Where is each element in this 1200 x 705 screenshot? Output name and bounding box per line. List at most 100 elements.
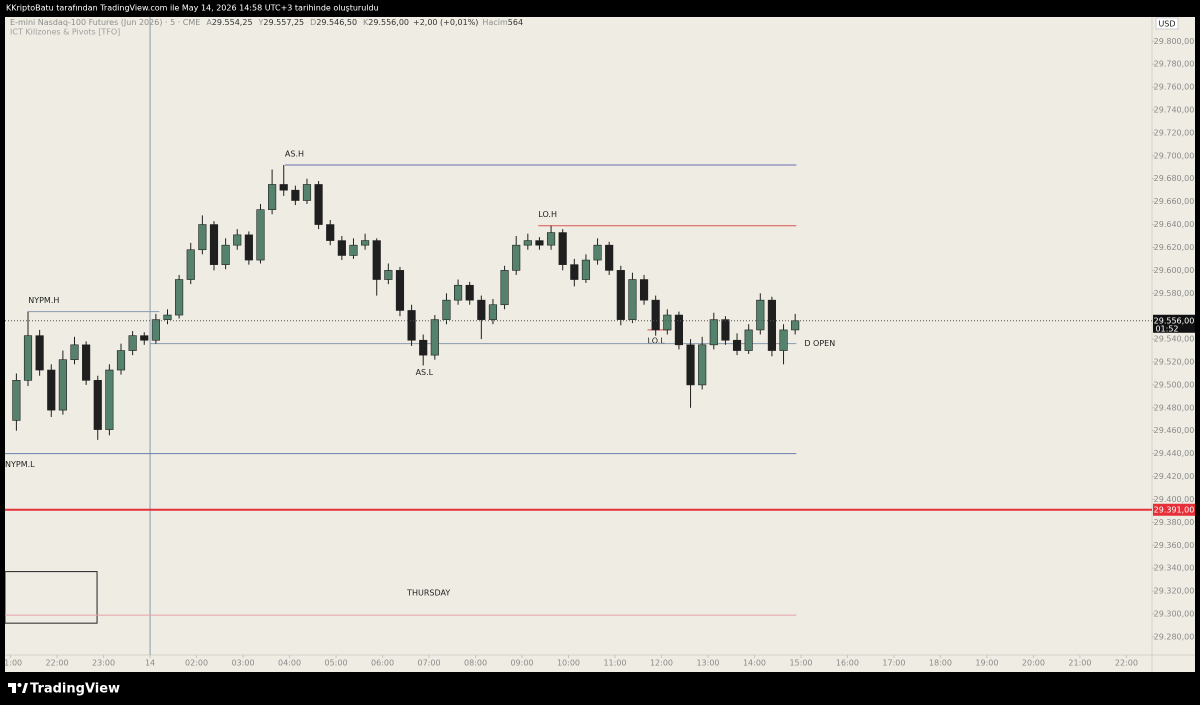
candle-body [651, 299, 660, 331]
y-tick-label: 29.740,00 [1154, 106, 1195, 115]
candle-body [361, 240, 370, 246]
last-price: 29.556,00 [1154, 316, 1195, 325]
candle-body [477, 299, 486, 320]
y-tick-label: 29.800,00 [1154, 37, 1195, 46]
y-tick-label: 29.760,00 [1154, 83, 1195, 92]
candle-body [128, 335, 137, 351]
candle-body [686, 344, 695, 386]
candle-body [616, 270, 625, 320]
countdown: 01:52 [1155, 324, 1178, 333]
candle-body [791, 320, 800, 331]
candle-body [721, 319, 730, 341]
legend-key: A [206, 18, 212, 27]
x-tick-label: 16:00 [836, 659, 859, 668]
candle-body [756, 299, 765, 331]
x-tick-label: 15:00 [789, 659, 812, 668]
range-box [5, 571, 98, 624]
legend-value: 29.554,25 [212, 18, 253, 27]
x-tick-label: 12:00 [650, 659, 673, 668]
candle-body [639, 279, 649, 301]
candle-body [349, 244, 358, 256]
candle-body [221, 244, 230, 265]
candle-body [407, 310, 416, 341]
plot: AS.H LO.H NYPM.H LO.L D OPEN NYPM.L THURSDAY AS… [5, 17, 835, 655]
candle-body [209, 224, 219, 265]
brand: TradingView [30, 682, 120, 697]
legend-value: 29.556,00 [368, 18, 409, 27]
alert-price: 29.391,00 [1154, 505, 1195, 514]
legend-key: K [363, 18, 369, 27]
x-tick-label: 22:00 [46, 659, 69, 668]
indicator-name: ICT Killzones & Pivots [TFO] [10, 28, 120, 37]
x-tick-label: 04:00 [278, 659, 301, 668]
candle-body [23, 335, 33, 381]
candle-body [605, 244, 614, 271]
candle-body [442, 299, 451, 320]
candle-body [163, 314, 172, 320]
level-label: LO.H [538, 210, 557, 219]
x-tick-label: 17:00 [882, 659, 905, 668]
candle-body [767, 299, 776, 351]
candle-body [198, 224, 207, 251]
candle-body [326, 224, 335, 241]
y-tick-label: 29.520,00 [1154, 358, 1195, 367]
candle-body [732, 339, 742, 351]
x-tick-label: 09:00 [510, 659, 533, 668]
x-tick-label: 23:00 [92, 659, 115, 668]
candle-body [558, 232, 567, 265]
candle-body [419, 339, 428, 356]
candle-body [512, 244, 521, 271]
level-label: LO.L [648, 336, 666, 345]
x-tick-label: 11:00 [603, 659, 626, 668]
y-tick-label: 29.540,00 [1154, 335, 1195, 344]
candle-body [337, 240, 346, 256]
candle-body [709, 319, 718, 346]
candle-body [105, 369, 114, 430]
candle-body [186, 249, 195, 280]
candle-body [47, 369, 56, 411]
y-tick-label: 29.300,00 [1154, 609, 1195, 618]
x-tick-label: 02:00 [185, 659, 208, 668]
y-tick-label: 29.700,00 [1154, 151, 1195, 160]
x-tick-label: 14 [145, 659, 155, 668]
x-tick-label: 21:00 [1068, 659, 1091, 668]
candle-body [233, 234, 242, 246]
x-tick-label: 06:00 [371, 659, 394, 668]
alert-price-box [1153, 503, 1195, 516]
candle-body [454, 284, 463, 301]
candle-body [70, 344, 79, 361]
candle-body [372, 240, 381, 280]
x-tick-label: 08:00 [464, 659, 487, 668]
brand-logo [8, 683, 28, 693]
candle-body [93, 380, 102, 430]
candle-body [663, 314, 672, 331]
y-tick-label: 29.400,00 [1154, 495, 1195, 504]
legend-key: Hacim [482, 18, 508, 27]
level-label: D OPEN [804, 339, 835, 348]
y-tick-label: 29.680,00 [1154, 174, 1195, 183]
y-tick-label: 29.660,00 [1154, 197, 1195, 206]
candle-body [116, 350, 126, 371]
y-tick-label: 29.360,00 [1154, 541, 1195, 550]
candle-body [151, 319, 160, 341]
y-tick-label: 29.780,00 [1154, 60, 1195, 69]
candle-body [430, 319, 439, 356]
credit: KKriptoBatu tarafından TradingView.com i… [6, 4, 379, 13]
legend-title: E-mini Nasdaq-100 Futures (Jun 2026) · 5… [10, 18, 200, 27]
x-tick-label: 13:00 [696, 659, 719, 668]
legend: E-mini Nasdaq-100 Futures (Jun 2026) · 5… [10, 18, 523, 27]
currency: USD [1158, 20, 1175, 29]
x-tick-label: 14:00 [743, 659, 766, 668]
y-tick-label: 29.580,00 [1154, 289, 1195, 298]
y-tick-label: 29.500,00 [1154, 380, 1195, 389]
y-tick-label: 29.640,00 [1154, 220, 1195, 229]
candle-body [523, 240, 532, 246]
y-tick-label: 29.620,00 [1154, 243, 1195, 252]
time-axis: 21:00 22:00 23:00 14 02:00 03:00 04:00 05:00 06:… [5, 655, 1138, 668]
legend-value: 29.557,25 [263, 18, 304, 27]
candle-body [674, 314, 684, 346]
candle-body [291, 189, 300, 201]
y-tick-label: 29.480,00 [1154, 403, 1195, 412]
